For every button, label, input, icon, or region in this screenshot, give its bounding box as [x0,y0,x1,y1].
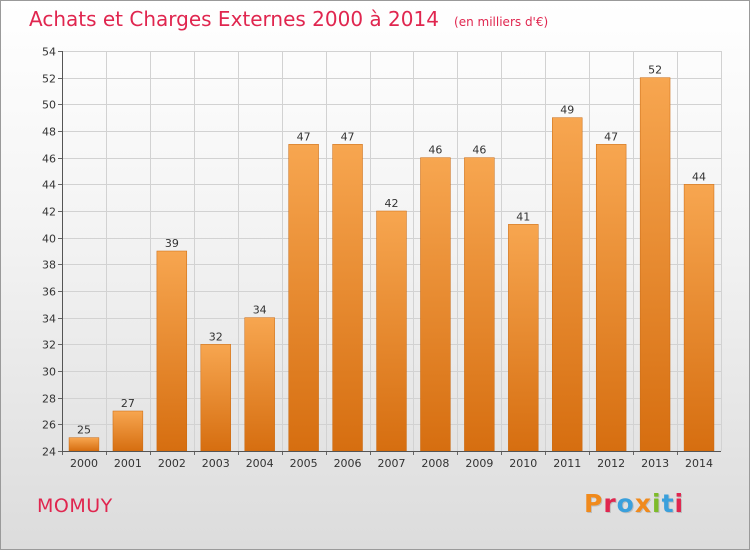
logo-letter: i [652,489,662,518]
logo-letter: i [674,489,685,518]
y-tick-label: 34 [42,313,56,326]
x-tick-label: 2002 [158,457,186,470]
data-label-2001: 27 [121,397,135,410]
y-tick-label: 38 [42,259,56,272]
data-label-2009: 46 [472,144,486,157]
bar-2013 [639,77,671,452]
chart-unit: (en milliers d'€) [454,15,549,29]
bars [68,77,715,452]
bar-2001 [112,410,144,452]
logo-letter: o [616,489,635,518]
x-tick-label: 2008 [421,457,449,470]
y-tick-label: 50 [42,99,56,112]
y-tick-label: 44 [42,179,56,192]
x-tick-label: 2004 [246,457,274,470]
bar-2006 [332,144,363,452]
data-label-2012: 47 [604,130,618,143]
y-tick-label: 28 [42,393,56,406]
logo-letter: P [584,489,604,518]
labels: 24 26 28 30 32 34 36 38 40 42 44 46 48 50 52 54 25 2000 27… [42,46,713,471]
y-tick-label: 54 [42,46,56,59]
bar-2005 [288,144,319,452]
y-tick-label: 26 [42,419,56,432]
bar-2011 [552,117,583,452]
x-tick-label: 2001 [114,457,142,470]
title-row: Achats et Charges Externes 2000 à 2014 (… [29,7,548,31]
x-tick-label: 2012 [597,457,625,470]
y-tick-label: 36 [42,286,56,299]
y-tick-label: 46 [42,153,56,166]
y-tick-label: 42 [42,206,56,219]
bar-2004 [244,317,275,452]
logo-letter: r [603,489,617,518]
bar-2010 [508,224,539,452]
y-tick-label: 30 [42,366,56,379]
bar-2009 [464,157,495,452]
y-tick-label: 40 [42,233,56,246]
x-tick-label: 2006 [334,457,362,470]
bar-2014 [683,184,715,452]
y-tick-label: 52 [42,73,56,86]
x-tick-label: 2003 [202,457,230,470]
x-tick-label: 2000 [70,457,98,470]
data-label-2003: 32 [209,330,223,343]
data-label-2008: 46 [428,144,442,157]
data-label-2004: 34 [253,304,267,317]
data-label-2000: 25 [77,424,91,437]
chart-title: Achats et Charges Externes 2000 à 2014 [29,7,439,31]
data-label-2011: 49 [560,104,574,117]
data-label-2005: 47 [297,130,311,143]
data-label-2010: 41 [516,210,530,223]
bar-2007 [376,210,407,452]
axes [58,51,721,455]
bar-2008 [420,157,451,452]
x-tick-label: 2013 [641,457,669,470]
commune-name: MOMUY [37,495,113,517]
logo-letter: x [634,489,652,518]
x-tick-label: 2011 [553,457,581,470]
y-tick-label: 48 [42,126,56,139]
x-tick-label: 2014 [685,457,713,470]
bar-2003 [200,344,231,452]
x-tick-label: 2007 [378,457,406,470]
x-tick-label: 2005 [290,457,318,470]
data-label-2002: 39 [165,237,179,250]
data-label-2006: 47 [341,130,355,143]
bar-2000 [68,437,100,452]
bar-2012 [595,144,627,452]
x-tick-label: 2009 [465,457,493,470]
data-label-2007: 42 [385,197,399,210]
data-label-2013: 52 [648,64,662,77]
y-tick-label: 24 [42,446,56,459]
bar-2002 [156,250,188,452]
logo-letter: t [661,489,675,518]
x-tick-label: 2010 [509,457,537,470]
data-label-2014: 44 [692,170,706,183]
y-tick-label: 32 [42,339,56,352]
proxiti-logo: Proxiti [584,489,684,518]
